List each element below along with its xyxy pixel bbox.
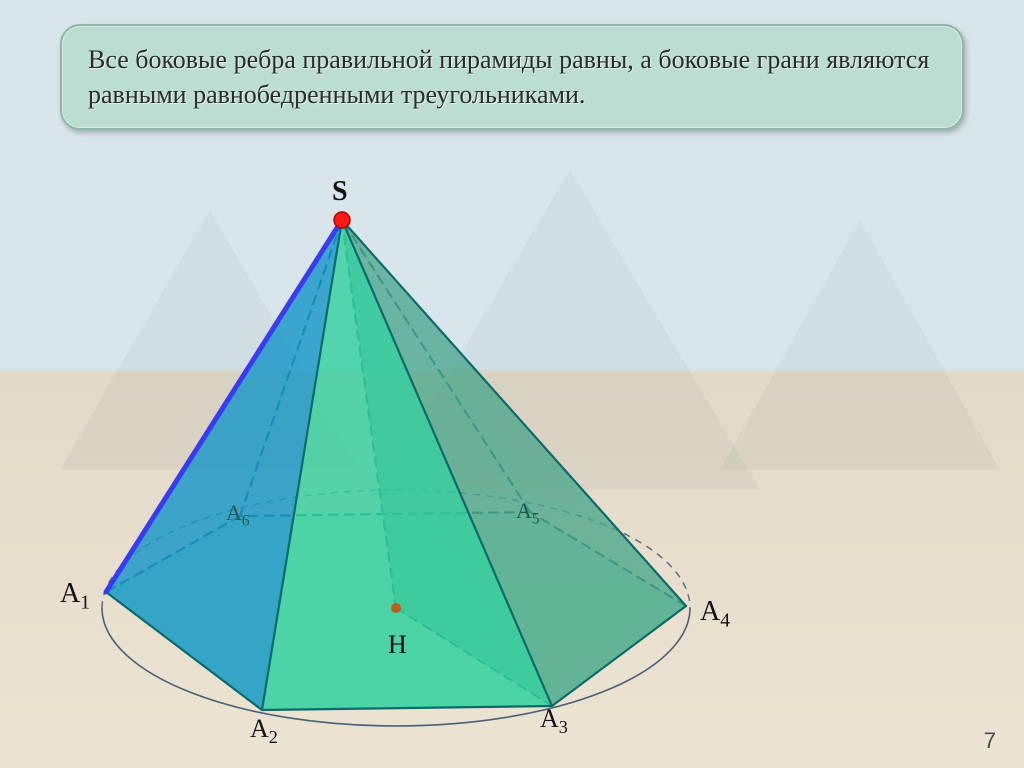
label-S: S (332, 176, 348, 208)
caption-text: Все боковые ребра правильной пирамиды ра… (88, 45, 929, 109)
label-A1: A1 (60, 578, 90, 615)
label-A3: A3 (540, 704, 568, 738)
label-A5: A5 (516, 498, 540, 528)
label-A2: A2 (250, 714, 278, 748)
label-A4: A4 (700, 596, 730, 633)
label-H: H (388, 630, 407, 660)
caption-box: Все боковые ребра правильной пирамиды ра… (60, 24, 964, 130)
label-A6: A6 (226, 500, 250, 530)
